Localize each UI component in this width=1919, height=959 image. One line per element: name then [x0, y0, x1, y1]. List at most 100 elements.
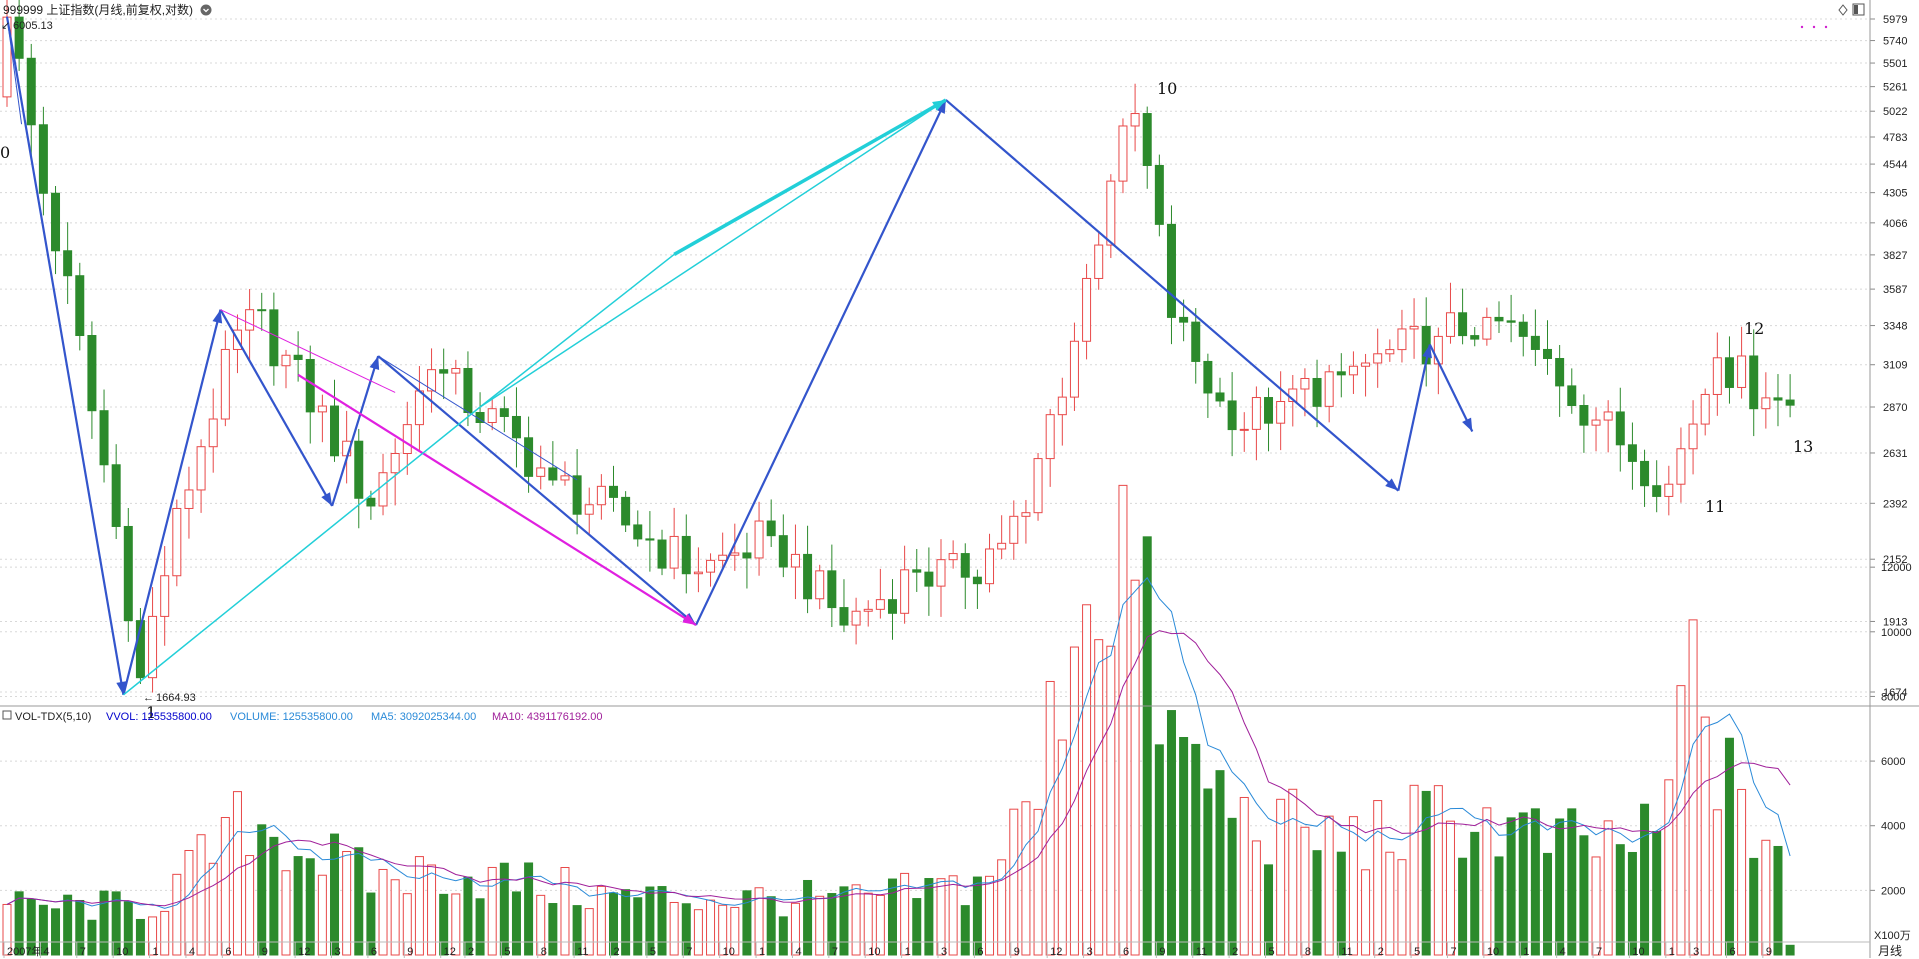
- volume-bar-down: [1336, 851, 1346, 956]
- candle-body-up: [1251, 397, 1261, 430]
- volume-bar-up: [1688, 619, 1698, 956]
- candle-body-down: [572, 475, 582, 515]
- time-tick-label: 10: [1487, 946, 1499, 958]
- candle-body-down: [912, 569, 922, 573]
- price-tick-label: 5501: [1883, 58, 1907, 70]
- cyan-thin-2: [479, 99, 947, 408]
- volume-bar-up: [208, 862, 218, 956]
- volume-bar-down: [1458, 857, 1468, 956]
- wave-11-12: [1397, 344, 1431, 491]
- window-toggle-icon-fill: [1854, 5, 1858, 14]
- time-tick-label: 12: [444, 946, 456, 958]
- volume-bars: [2, 484, 1795, 956]
- candle-body-up: [1033, 458, 1043, 514]
- volume-bar-down: [1615, 844, 1625, 956]
- price-tick-label: 5022: [1883, 106, 1907, 118]
- candle-body-down: [1615, 411, 1625, 446]
- time-tick-label: 2007年: [7, 944, 42, 958]
- candle-body-up: [1712, 357, 1722, 395]
- volume-bar-up: [584, 908, 594, 956]
- candle-body-down: [1142, 113, 1152, 166]
- volume-bar-up: [1118, 484, 1128, 956]
- ma10-value: MA10: 4391176192.00: [492, 711, 603, 723]
- volume-bar-down: [1543, 852, 1553, 956]
- candle-body-up: [875, 599, 885, 610]
- candle-body-down: [1312, 377, 1322, 407]
- volume-bar-down: [123, 901, 133, 956]
- candle-body-up: [1761, 397, 1771, 410]
- time-tick-label: 5: [650, 946, 656, 958]
- volume-bar-up: [378, 868, 388, 956]
- volume-bar-up: [1433, 785, 1443, 956]
- time-tick-label: 8: [1305, 946, 1311, 958]
- candle-body-down: [14, 16, 24, 59]
- volume-bar-up: [232, 791, 242, 956]
- volume-bar-down: [827, 893, 837, 956]
- volume-bar-down: [766, 896, 776, 956]
- more-dots-icon[interactable]: [1800, 25, 1828, 29]
- volume-bar-down: [803, 879, 813, 956]
- volume-bar-up: [1761, 839, 1771, 956]
- price-tick-label: 5979: [1883, 14, 1907, 26]
- candle-body-down: [87, 335, 97, 412]
- window-toggle-icon[interactable]: [1852, 3, 1865, 16]
- price-tick-label: 2152: [1883, 554, 1907, 566]
- volume-bar-up: [1324, 815, 1334, 956]
- volume-bar-up: [706, 899, 716, 956]
- diamond-icon[interactable]: [1838, 4, 1848, 16]
- title-dropdown-icon[interactable]: [200, 4, 212, 16]
- volume-bar-down: [887, 878, 897, 956]
- time-tick-label: 3: [1693, 946, 1699, 958]
- candle-body-up: [1118, 125, 1128, 182]
- wave-d-10-arrowhead: [935, 99, 946, 114]
- candle-body-up: [669, 535, 679, 569]
- time-tick-label: 6: [977, 946, 983, 958]
- candle-body-down: [1458, 312, 1468, 337]
- volume-bar-up: [1251, 840, 1261, 956]
- candle-body-up: [402, 424, 412, 455]
- time-tick-label: 1: [905, 946, 911, 958]
- candle-body-down: [1215, 392, 1225, 402]
- cyan-thin: [122, 406, 481, 696]
- candle-body-up: [208, 418, 218, 448]
- candle-body-down: [1652, 485, 1662, 497]
- time-tick-label: 12: [1050, 946, 1062, 958]
- magenta-trend-arrowhead: [682, 613, 696, 626]
- candle-body-up: [1009, 515, 1019, 544]
- time-tick-label: 7: [686, 946, 692, 958]
- time-tick-label: 4: [189, 946, 195, 958]
- candle-body-up: [1324, 371, 1334, 407]
- candle-body-down: [681, 535, 691, 575]
- wave-11-12-arrowhead: [1422, 344, 1432, 359]
- volume-bar-down: [87, 919, 97, 956]
- period-label[interactable]: 月线: [1878, 944, 1902, 958]
- volume-bar-down: [1530, 808, 1540, 956]
- candle-body-up: [1482, 316, 1492, 340]
- candle-body-down: [257, 309, 267, 312]
- candle-body-down: [1191, 321, 1201, 362]
- candle-body-down: [75, 275, 85, 337]
- volume-bar-down: [511, 891, 521, 956]
- time-tick-label: 10: [723, 946, 735, 958]
- volume-bar-up: [184, 849, 194, 956]
- volume-bar-up: [863, 892, 873, 956]
- candle-body-down: [1579, 405, 1589, 426]
- candle-body-up: [414, 390, 424, 426]
- candle-body-up: [378, 472, 388, 507]
- volume-bar-up: [451, 893, 461, 956]
- volume-bar-down: [475, 898, 485, 956]
- price-grid: [0, 18, 1870, 693]
- volume-tick-label: 12000: [1881, 562, 1912, 574]
- candle-body-down: [609, 485, 618, 498]
- candle-body-up: [1737, 355, 1747, 388]
- candle-body-down: [99, 410, 109, 466]
- volume-bar-up: [1033, 808, 1043, 956]
- candle-body-up: [536, 467, 546, 477]
- volume-indicator-name[interactable]: VOL-TDX(5,10): [15, 711, 91, 723]
- volume-tick-label: 2000: [1881, 885, 1905, 897]
- volume-unit-label: X100万: [1874, 930, 1911, 942]
- volume-indicator-icon[interactable]: [2, 710, 12, 720]
- time-tick-label: 2: [614, 946, 620, 958]
- volume-bar-down: [681, 903, 691, 956]
